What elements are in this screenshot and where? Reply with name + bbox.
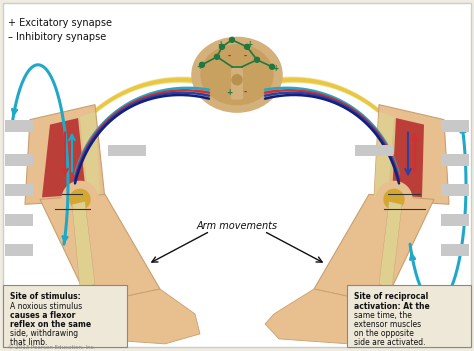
Ellipse shape [242,53,262,73]
Text: causes a flexor: causes a flexor [10,311,75,320]
Circle shape [62,181,98,217]
Circle shape [270,64,274,69]
Polygon shape [388,118,424,197]
FancyBboxPatch shape [3,285,127,347]
Text: +: + [246,40,252,49]
Polygon shape [72,201,95,289]
Text: that limb.: that limb. [10,338,47,347]
Text: activation: At the: activation: At the [354,302,430,311]
Text: A noxious stimulus: A noxious stimulus [10,302,82,311]
Polygon shape [379,201,402,289]
FancyBboxPatch shape [441,244,469,256]
Circle shape [245,44,249,49]
Circle shape [376,181,412,217]
Polygon shape [40,194,160,304]
FancyBboxPatch shape [441,184,469,196]
Ellipse shape [237,47,282,102]
Polygon shape [314,194,434,304]
FancyBboxPatch shape [3,3,471,347]
Polygon shape [42,118,88,197]
Text: Arm movements: Arm movements [196,221,278,231]
Text: +: + [272,64,278,73]
Text: extensor muscles: extensor muscles [354,320,421,329]
Circle shape [200,62,204,67]
Text: side, withdrawing: side, withdrawing [10,329,78,338]
Text: +: + [196,62,202,71]
Polygon shape [265,289,384,344]
Ellipse shape [204,74,234,96]
FancyBboxPatch shape [5,184,33,196]
Text: same time, the: same time, the [354,311,412,320]
Text: -: - [244,52,246,61]
Ellipse shape [192,37,282,112]
Text: © 2013 Pearson Education, Inc.: © 2013 Pearson Education, Inc. [8,345,95,350]
FancyBboxPatch shape [5,244,33,256]
Text: + Excitatory synapse: + Excitatory synapse [8,18,112,28]
FancyBboxPatch shape [355,145,393,157]
Circle shape [219,44,225,49]
FancyBboxPatch shape [5,120,33,132]
Circle shape [232,75,242,85]
Text: side are activated.: side are activated. [354,338,426,347]
Polygon shape [78,112,100,196]
Circle shape [229,37,235,42]
Circle shape [215,54,219,59]
Text: +: + [226,88,232,97]
FancyBboxPatch shape [441,214,469,226]
Ellipse shape [212,53,232,73]
Circle shape [384,190,404,209]
FancyBboxPatch shape [441,120,469,132]
Ellipse shape [192,47,237,102]
Circle shape [255,57,259,62]
FancyBboxPatch shape [108,145,146,157]
Text: -: - [244,88,246,97]
Ellipse shape [240,74,270,96]
FancyBboxPatch shape [231,68,243,100]
Text: Site of reciprocal: Site of reciprocal [354,292,428,301]
Text: reflex on the same: reflex on the same [10,320,91,329]
Text: on the opposite: on the opposite [354,329,414,338]
FancyBboxPatch shape [441,154,469,166]
Polygon shape [25,105,105,204]
FancyBboxPatch shape [5,154,33,166]
Text: -: - [228,52,230,61]
Ellipse shape [201,45,273,105]
Circle shape [70,190,90,209]
Text: +: + [217,40,223,49]
FancyBboxPatch shape [5,214,33,226]
Text: Site of stimulus:: Site of stimulus: [10,292,81,301]
Polygon shape [374,105,449,204]
Text: – Inhibitory synapse: – Inhibitory synapse [8,32,106,42]
FancyBboxPatch shape [347,285,471,347]
Polygon shape [80,289,200,344]
Polygon shape [374,112,396,197]
